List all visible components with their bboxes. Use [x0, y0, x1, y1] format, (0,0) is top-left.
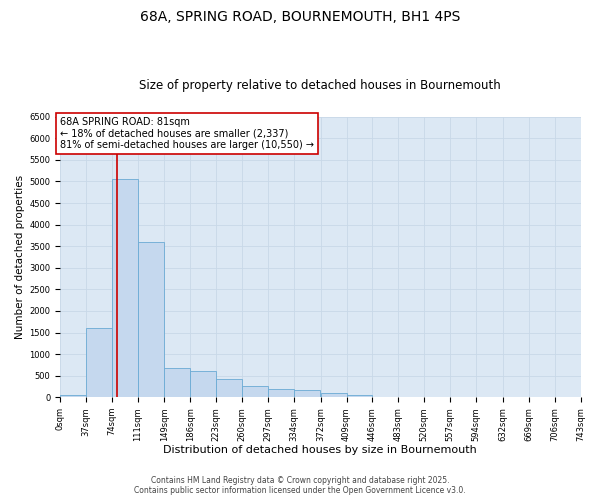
Bar: [268, 388, 294, 397]
Bar: [216, 379, 242, 397]
Title: Size of property relative to detached houses in Bournemouth: Size of property relative to detached ho…: [139, 79, 501, 92]
Bar: [138, 242, 164, 397]
Bar: [60, 395, 86, 397]
Bar: [164, 368, 190, 397]
Bar: [242, 386, 268, 397]
Bar: [86, 328, 112, 397]
Bar: [320, 393, 347, 397]
Bar: [347, 395, 373, 397]
Text: 68A, SPRING ROAD, BOURNEMOUTH, BH1 4PS: 68A, SPRING ROAD, BOURNEMOUTH, BH1 4PS: [140, 10, 460, 24]
Y-axis label: Number of detached properties: Number of detached properties: [15, 175, 25, 339]
Bar: [294, 390, 320, 397]
Bar: [112, 180, 138, 397]
Bar: [190, 372, 216, 397]
Text: Contains HM Land Registry data © Crown copyright and database right 2025.
Contai: Contains HM Land Registry data © Crown c…: [134, 476, 466, 495]
Text: 68A SPRING ROAD: 81sqm
← 18% of detached houses are smaller (2,337)
81% of semi-: 68A SPRING ROAD: 81sqm ← 18% of detached…: [60, 117, 314, 150]
X-axis label: Distribution of detached houses by size in Bournemouth: Distribution of detached houses by size …: [163, 445, 477, 455]
